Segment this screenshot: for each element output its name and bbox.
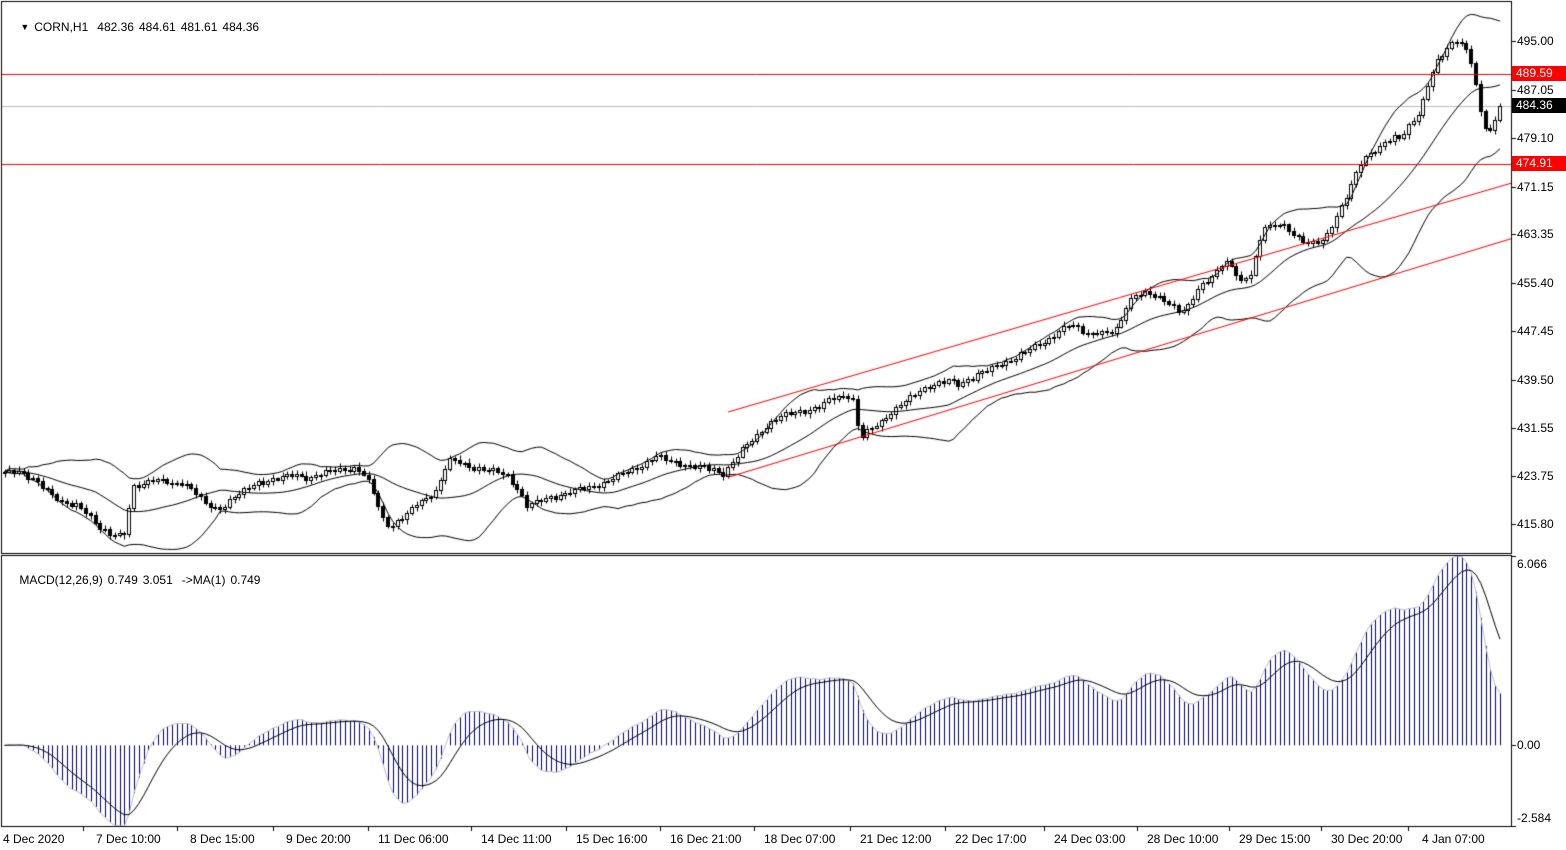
time-axis-label: 14 Dec 11:00 xyxy=(481,832,552,846)
time-axis-label: 11 Dec 06:00 xyxy=(378,832,449,846)
price-axis-label: 439.50 xyxy=(1517,373,1554,387)
symbol-dropdown-icon[interactable]: ▼ xyxy=(20,22,30,32)
price-axis-label: 463.35 xyxy=(1517,227,1554,241)
macd-indicator-label: MACD(12,26,9) 0.749 3.051 ->MA(1) 0.749 xyxy=(6,559,265,601)
price-axis-label: 479.10 xyxy=(1517,131,1554,145)
price-level-badge-resistance: 489.59 xyxy=(1512,66,1566,81)
ohlc-open: 482.36 xyxy=(97,20,134,34)
price-axis-label: 415.80 xyxy=(1517,517,1554,531)
time-axis-label: 9 Dec 20:00 xyxy=(286,832,351,846)
time-axis-label: 28 Dec 10:00 xyxy=(1147,832,1219,846)
time-axis-label: 22 Dec 17:00 xyxy=(955,832,1027,846)
price-axis-label: 495.00 xyxy=(1517,34,1554,48)
ohlc-low: 481.61 xyxy=(180,20,218,34)
time-axis-label: 4 Jan 07:00 xyxy=(1422,832,1485,846)
price-axis-label: 431.55 xyxy=(1517,421,1554,435)
price-axis-label: 471.15 xyxy=(1517,180,1554,194)
time-axis-label: 16 Dec 21:00 xyxy=(670,832,742,846)
price-level-badge-support: 474.91 xyxy=(1512,156,1566,171)
macd-ma-label: ->MA(1) xyxy=(181,573,226,587)
time-axis-label: 29 Dec 15:00 xyxy=(1239,832,1311,846)
ohlc-close: 484.36 xyxy=(222,20,260,34)
time-axis-label: 21 Dec 12:00 xyxy=(860,832,932,846)
macd-name: MACD(12,26,9) xyxy=(19,573,103,587)
ohlc-high: 484.61 xyxy=(138,20,176,34)
time-axis-label: 30 Dec 20:00 xyxy=(1331,832,1403,846)
main-chart-pane[interactable] xyxy=(2,2,1511,553)
current-price-badge: 484.36 xyxy=(1512,98,1566,113)
time-axis-label: 15 Dec 16:00 xyxy=(576,832,648,846)
time-axis-label: 7 Dec 10:00 xyxy=(96,832,161,846)
time-axis-label: 4 Dec 2020 xyxy=(3,832,65,846)
price-axis-label: 487.05 xyxy=(1517,83,1554,97)
macd-axis-label: -2.584 xyxy=(1517,811,1552,825)
macd-ma-value: 0.749 xyxy=(230,573,261,587)
price-axis-label: 447.45 xyxy=(1517,324,1554,338)
price-axis-label: 423.75 xyxy=(1517,469,1554,483)
time-axis-label: 8 Dec 15:00 xyxy=(190,832,255,846)
macd-value: 0.749 xyxy=(107,573,138,587)
macd-signal-value: 3.051 xyxy=(142,573,173,587)
chart-header: ▼ CORN,H1 482.36 484.61 481.61 484.36 xyxy=(7,6,264,48)
macd-axis-label: 6.066 xyxy=(1517,557,1548,571)
time-axis-label: 18 Dec 07:00 xyxy=(764,832,836,846)
symbol-period-label: CORN,H1 xyxy=(34,20,89,34)
price-axis-label: 455.40 xyxy=(1517,276,1554,290)
time-axis-label: 24 Dec 03:00 xyxy=(1054,832,1126,846)
macd-axis-label: 0.00 xyxy=(1517,738,1541,752)
